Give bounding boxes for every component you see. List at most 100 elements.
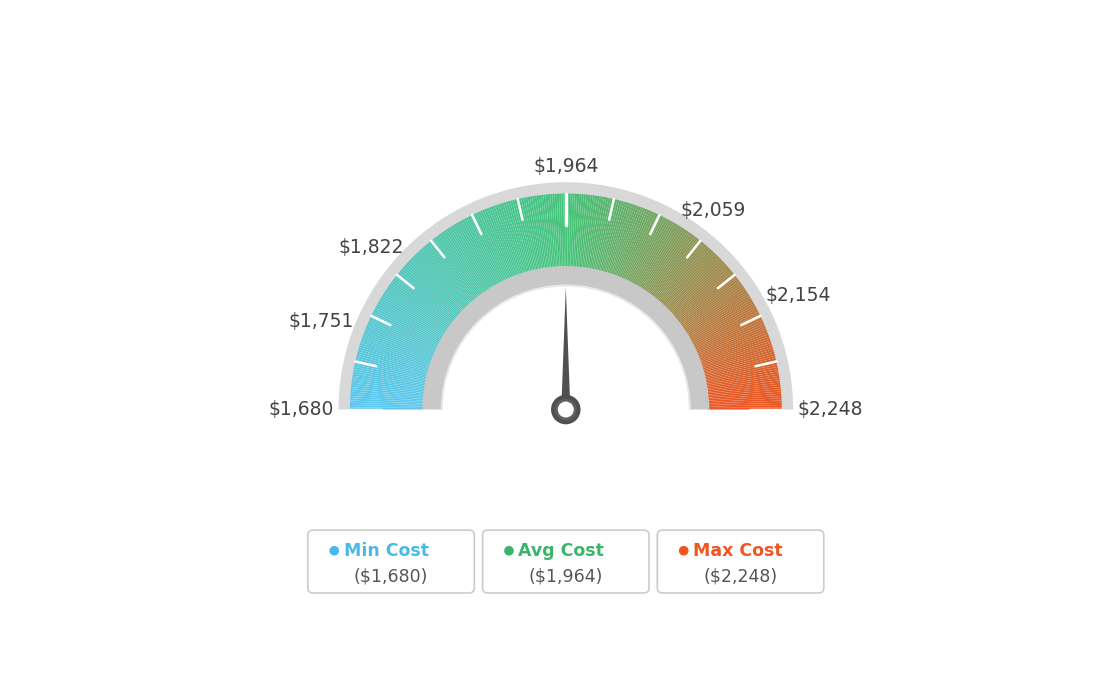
- Wedge shape: [624, 213, 656, 280]
- Wedge shape: [359, 345, 431, 368]
- Wedge shape: [661, 249, 712, 305]
- Wedge shape: [671, 265, 728, 315]
- Wedge shape: [679, 279, 740, 325]
- Wedge shape: [456, 223, 495, 287]
- Wedge shape: [355, 360, 427, 379]
- Wedge shape: [697, 324, 765, 355]
- Text: $1,680: $1,680: [268, 400, 333, 419]
- Wedge shape: [354, 364, 427, 382]
- Wedge shape: [532, 196, 545, 269]
- Wedge shape: [357, 354, 428, 374]
- Wedge shape: [605, 202, 628, 273]
- Wedge shape: [422, 248, 471, 304]
- Wedge shape: [461, 219, 499, 285]
- Wedge shape: [352, 378, 425, 391]
- Wedge shape: [673, 268, 731, 318]
- Wedge shape: [548, 194, 555, 268]
- Wedge shape: [708, 394, 782, 401]
- Circle shape: [679, 546, 689, 555]
- Wedge shape: [608, 204, 633, 275]
- Wedge shape: [351, 380, 425, 392]
- Wedge shape: [370, 317, 437, 351]
- Wedge shape: [658, 245, 707, 302]
- Wedge shape: [480, 210, 511, 279]
- Wedge shape: [351, 387, 425, 396]
- FancyBboxPatch shape: [657, 530, 824, 593]
- Wedge shape: [528, 197, 542, 270]
- Wedge shape: [363, 332, 433, 360]
- Wedge shape: [440, 233, 485, 294]
- Wedge shape: [374, 308, 440, 344]
- Wedge shape: [361, 339, 432, 364]
- Wedge shape: [631, 218, 668, 284]
- Wedge shape: [394, 277, 454, 324]
- Wedge shape: [681, 284, 743, 328]
- Wedge shape: [604, 201, 626, 273]
- Wedge shape: [352, 376, 425, 388]
- Wedge shape: [362, 337, 432, 363]
- Wedge shape: [688, 299, 753, 339]
- Wedge shape: [707, 387, 781, 396]
- Wedge shape: [707, 380, 781, 392]
- Wedge shape: [395, 275, 455, 322]
- Wedge shape: [607, 203, 630, 274]
- Wedge shape: [407, 262, 463, 313]
- Wedge shape: [413, 255, 466, 309]
- Wedge shape: [580, 195, 588, 268]
- Wedge shape: [380, 297, 444, 337]
- Wedge shape: [707, 382, 781, 393]
- Wedge shape: [690, 304, 755, 341]
- Wedge shape: [501, 203, 524, 274]
- Wedge shape: [350, 403, 424, 406]
- Wedge shape: [699, 334, 769, 362]
- Wedge shape: [396, 274, 455, 322]
- Wedge shape: [698, 330, 767, 359]
- Wedge shape: [519, 198, 537, 271]
- Wedge shape: [384, 290, 447, 332]
- Wedge shape: [353, 367, 426, 383]
- Wedge shape: [559, 194, 563, 268]
- Wedge shape: [703, 356, 775, 375]
- Wedge shape: [443, 286, 689, 410]
- Wedge shape: [629, 216, 664, 283]
- Wedge shape: [420, 249, 470, 305]
- Wedge shape: [694, 317, 762, 351]
- Wedge shape: [539, 195, 550, 268]
- Wedge shape: [402, 267, 459, 317]
- Wedge shape: [690, 306, 756, 342]
- Wedge shape: [508, 201, 529, 273]
- Wedge shape: [470, 215, 503, 282]
- Wedge shape: [630, 217, 666, 284]
- Wedge shape: [541, 195, 551, 268]
- Circle shape: [505, 546, 513, 555]
- Wedge shape: [702, 347, 773, 370]
- Wedge shape: [708, 403, 782, 406]
- Circle shape: [551, 395, 581, 424]
- Wedge shape: [482, 210, 512, 279]
- Wedge shape: [506, 201, 528, 273]
- Wedge shape: [373, 310, 439, 345]
- Wedge shape: [640, 226, 681, 290]
- Wedge shape: [684, 292, 749, 333]
- Wedge shape: [426, 243, 475, 301]
- Wedge shape: [645, 230, 687, 292]
- Wedge shape: [698, 328, 766, 357]
- Wedge shape: [650, 236, 697, 297]
- Wedge shape: [707, 385, 781, 395]
- Wedge shape: [440, 284, 691, 410]
- Text: $1,964: $1,964: [533, 157, 598, 176]
- Wedge shape: [391, 281, 452, 326]
- Wedge shape: [351, 389, 424, 397]
- Wedge shape: [699, 332, 768, 360]
- Wedge shape: [660, 248, 710, 304]
- Wedge shape: [358, 351, 429, 373]
- Wedge shape: [573, 194, 580, 268]
- Wedge shape: [591, 197, 606, 270]
- Wedge shape: [598, 199, 617, 272]
- Text: ($2,248): ($2,248): [703, 567, 777, 585]
- Wedge shape: [701, 345, 773, 368]
- Wedge shape: [476, 213, 508, 280]
- Wedge shape: [561, 194, 564, 268]
- Wedge shape: [708, 391, 782, 399]
- Wedge shape: [618, 209, 647, 278]
